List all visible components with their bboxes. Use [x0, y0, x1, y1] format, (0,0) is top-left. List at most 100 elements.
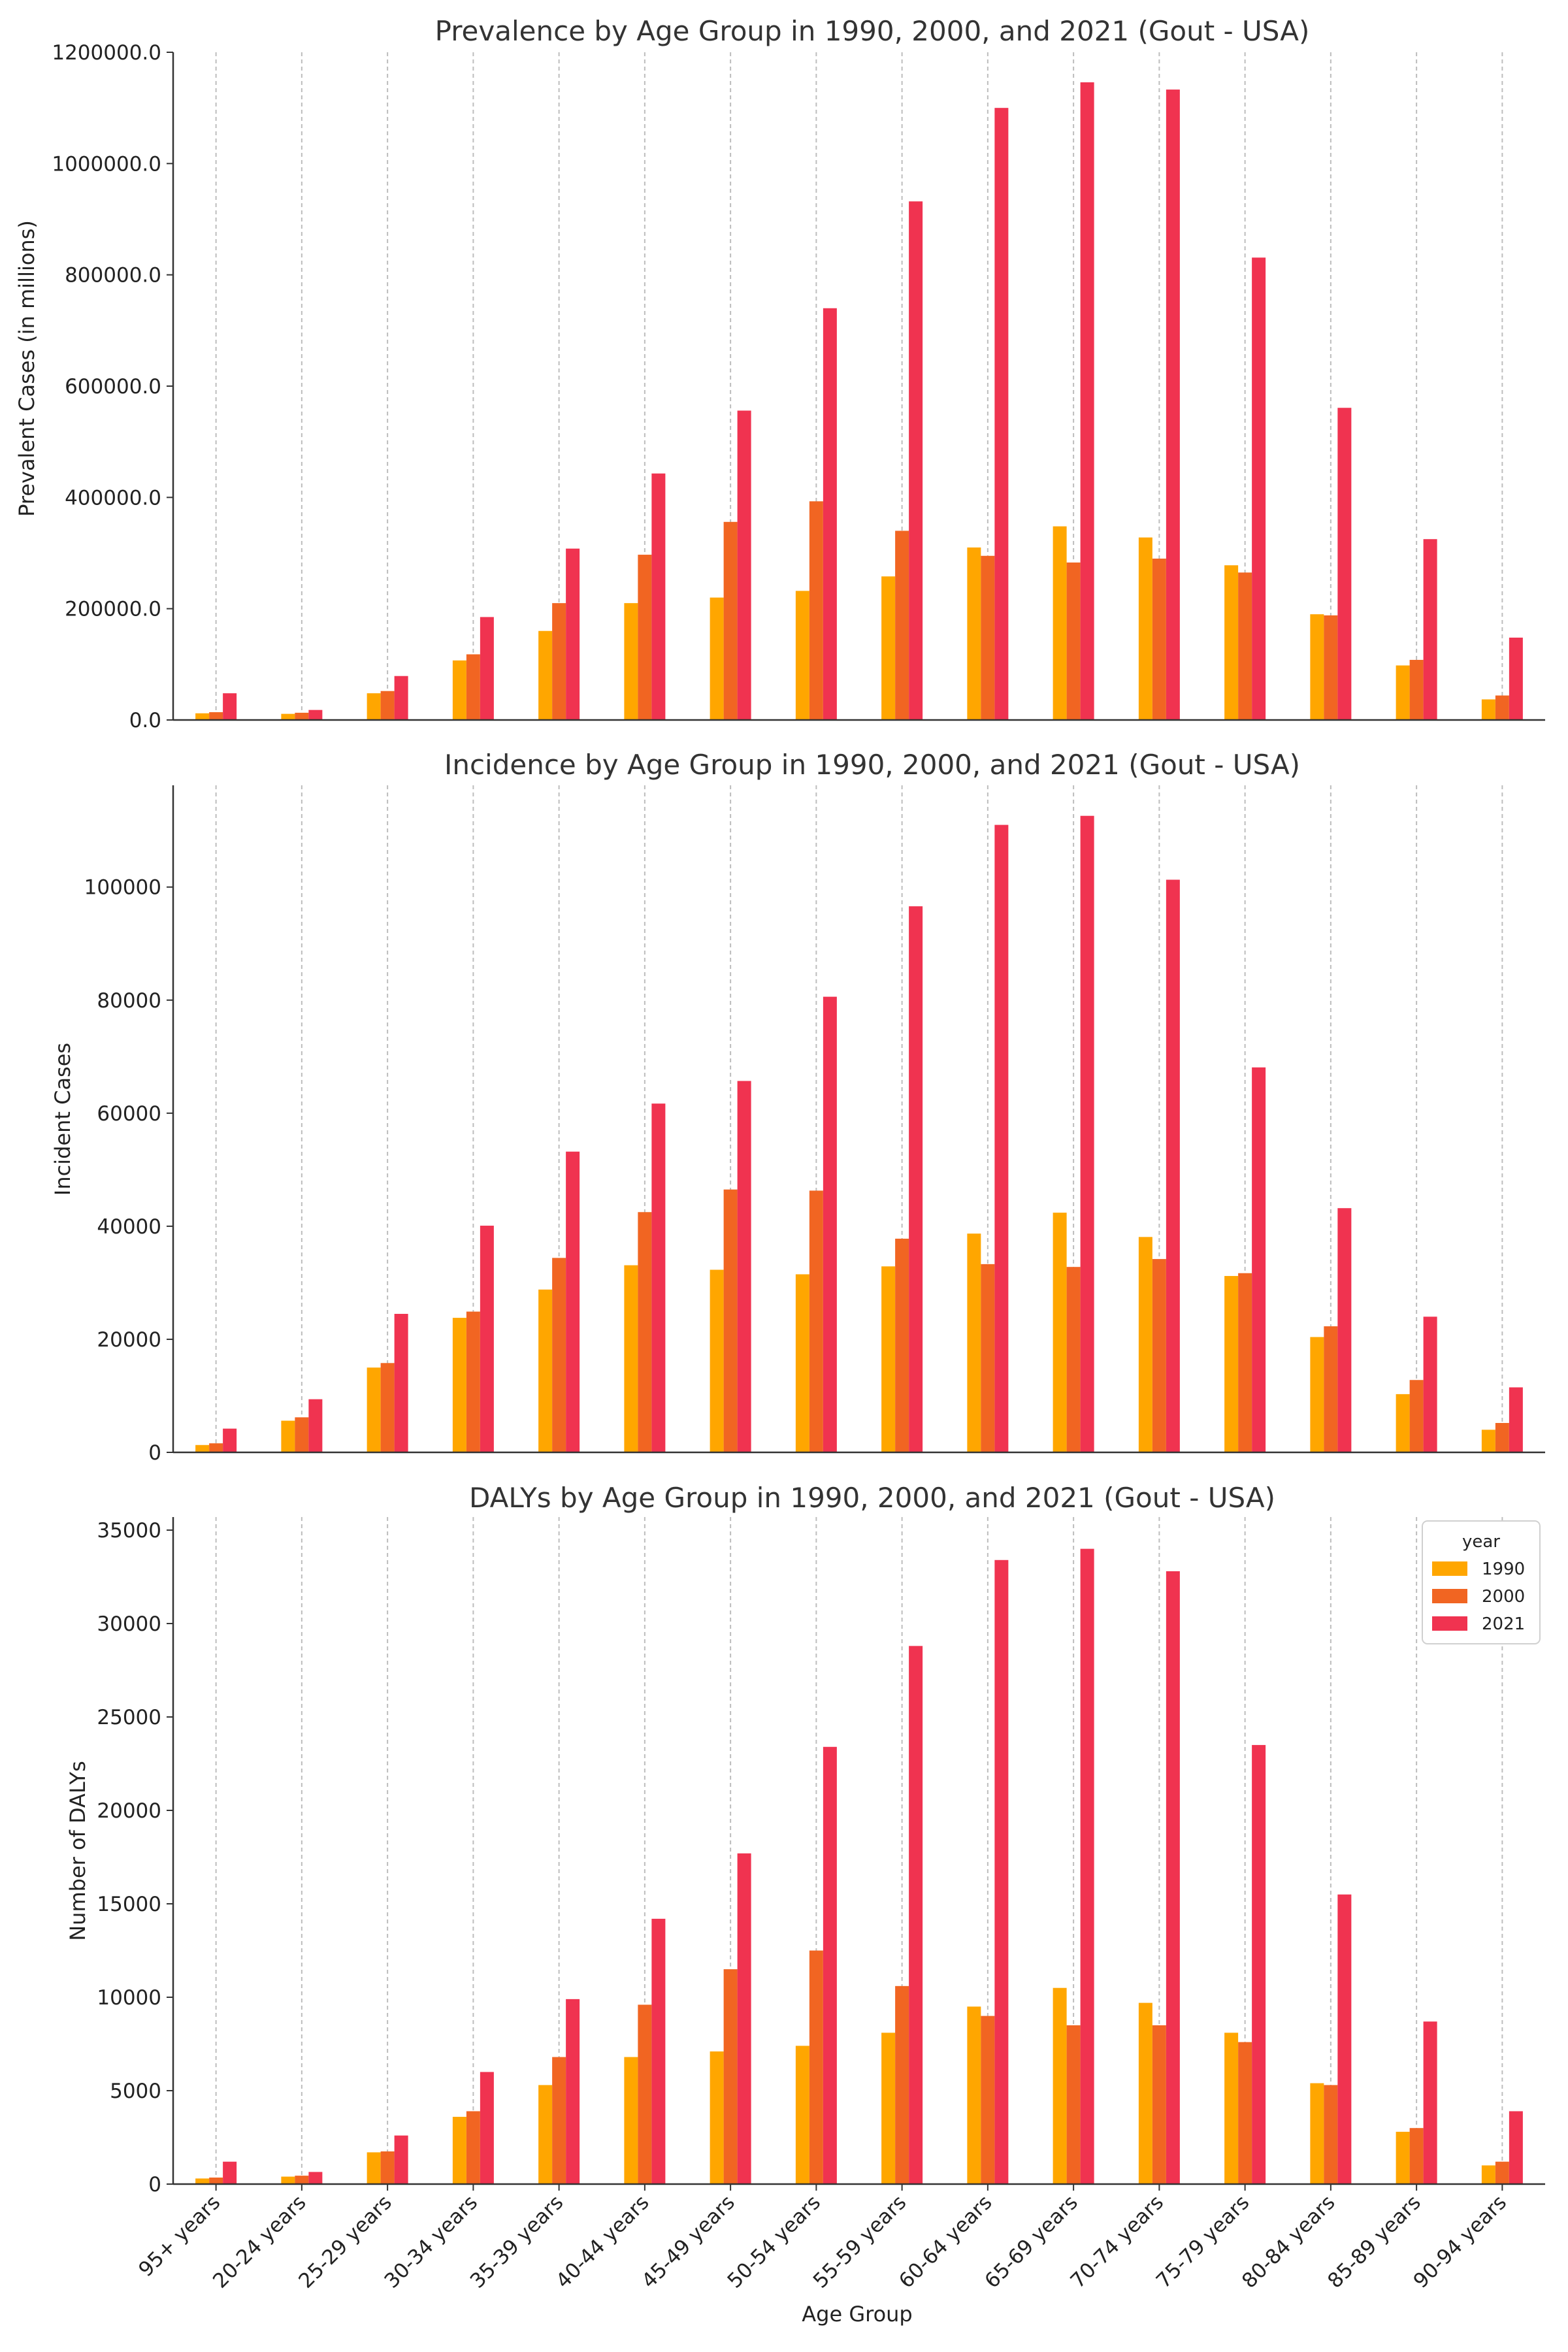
prevalence-y-tick-label: 1000000.0: [52, 152, 161, 176]
incidence-bar-2021-90-94-years: [1509, 1387, 1523, 1452]
legend-label-1990: 1990: [1482, 1560, 1525, 1579]
legend-label-2000: 2000: [1482, 1587, 1525, 1607]
incidence-bar-2000-60-64-years: [981, 1264, 995, 1452]
incidence-bar-2021-80-84-years: [1337, 1208, 1352, 1452]
dalys-bar-2000-45-49-years: [723, 1969, 738, 2184]
prevalence-bar-2021-70-74-years: [1166, 90, 1180, 721]
prevalence-y-tick-label: 400000.0: [65, 486, 161, 510]
legend-swatch-1990: [1432, 1561, 1467, 1576]
incidence-bar-1990-40-44-years: [624, 1265, 638, 1452]
prevalence-bar-2000-65-69-years: [1066, 562, 1081, 720]
prevalence-bar-1990-65-69-years: [1053, 526, 1067, 720]
prevalence-bar-2000-50-54-years: [809, 501, 823, 720]
dalys-bar-2021-65-69-years: [1080, 1548, 1094, 2184]
incidence-bar-2021-30-34-years: [480, 1226, 494, 1452]
prevalence-bar-2021-60-64-years: [994, 108, 1009, 720]
prevalence-y-ticks: 0.0 200000.0 400000.0 600000.0 800000.0 10000…: [52, 41, 173, 732]
incidence-bar-1990-20-24-years: [281, 1420, 295, 1452]
prevalence-bar-2000-60-64-years: [981, 555, 995, 720]
prevalence-bar-1990-90-94-years: [1481, 699, 1495, 720]
incidence-bar-2021-70-74-years: [1166, 879, 1180, 1452]
dalys-bars: [195, 1548, 1523, 2184]
incidence-bar-1990-95plus-years: [195, 1445, 210, 1452]
incidence-bar-2000-80-84-years: [1324, 1326, 1338, 1452]
incidence-bar-1990-30-34-years: [452, 1318, 466, 1452]
dalys-bar-2000-40-44-years: [638, 2004, 652, 2184]
incidence-bar-2000-20-24-years: [295, 1417, 309, 1452]
dalys-bar-2021-90-94-years: [1509, 2111, 1523, 2184]
dalys-y-tick-label: 5000: [110, 2080, 161, 2103]
incidence-bar-1990-85-89-years: [1396, 1394, 1410, 1452]
incidence-bar-2021-85-89-years: [1423, 1316, 1437, 1452]
prevalence-bar-1990-20-24-years: [281, 713, 295, 720]
incidence-bar-2000-45-49-years: [723, 1189, 738, 1452]
prevalence-bar-2021-45-49-years: [737, 410, 751, 720]
prevalence-bar-2000-40-44-years: [638, 555, 652, 720]
incidence-bar-2021-50-54-years: [823, 996, 837, 1452]
incidence-bar-2000-35-39-years: [552, 1258, 566, 1452]
prevalence-bar-1990-25-29-years: [367, 693, 381, 720]
prevalence-bar-2000-45-49-years: [723, 521, 738, 720]
dalys-bar-1990-75-79-years: [1224, 2033, 1239, 2184]
prevalence-bar-1990-30-34-years: [452, 660, 466, 720]
prevalence-bar-2021-25-29-years: [394, 676, 408, 720]
dalys-bar-2021-35-39-years: [566, 1999, 580, 2184]
prevalence-bar-2021-55-59-years: [909, 201, 923, 720]
incidence-axes: [172, 785, 1545, 1454]
dalys-title: DALYs by Age Group in 1990, 2000, and 20…: [469, 1482, 1275, 1514]
incidence-title: Incidence by Age Group in 1990, 2000, an…: [444, 749, 1300, 781]
prevalence-bar-1990-35-39-years: [538, 630, 553, 720]
incidence-bar-1990-80-84-years: [1310, 1337, 1324, 1452]
legend-swatch-2000: [1432, 1589, 1467, 1603]
prevalence-bar-2021-65-69-years: [1080, 82, 1094, 721]
incidence-bar-2000-40-44-years: [638, 1212, 652, 1452]
prevalence-bar-1990-45-49-years: [710, 597, 724, 720]
dalys-bar-1990-95plus-years: [195, 2178, 210, 2184]
prevalence-bars: [195, 82, 1523, 721]
dalys-bar-2000-85-89-years: [1409, 2128, 1424, 2184]
dalys-y-axis-label: Number of DALYs: [65, 1761, 90, 1941]
incidence-bar-1990-25-29-years: [367, 1367, 381, 1452]
dalys-y-ticks: 0 5000 10000 15000 20000 25000 30000 35000: [97, 1519, 173, 2197]
prevalence-bar-2021-90-94-years: [1509, 637, 1523, 720]
prevalence-bar-1990-75-79-years: [1224, 565, 1239, 720]
dalys-y-tick-label: 35000: [97, 1519, 161, 1543]
dalys-bar-2000-60-64-years: [981, 2016, 995, 2184]
prevalence-bar-2000-95plus-years: [209, 712, 223, 720]
dalys-y-tick-label: 0: [148, 2173, 161, 2197]
dalys-bar-2000-35-39-years: [552, 2057, 566, 2184]
incidence-y-tick-label: 20000: [97, 1328, 161, 1352]
dalys-bar-2021-75-79-years: [1252, 1744, 1266, 2184]
incidence-bar-2000-95plus-years: [209, 1443, 223, 1452]
incidence-y-tick-label: 60000: [97, 1102, 161, 1126]
dalys-bar-2021-95plus-years: [223, 2161, 237, 2184]
dalys-bar-1990-45-49-years: [710, 2051, 724, 2184]
incidence-bar-2021-65-69-years: [1080, 815, 1094, 1452]
dalys-bar-1990-65-69-years: [1053, 1987, 1067, 2184]
dalys-bar-1990-55-59-years: [881, 2033, 896, 2184]
dalys-bar-2021-70-74-years: [1166, 1571, 1180, 2184]
dalys-y-tick-label: 10000: [97, 1986, 161, 2010]
incidence-bar-2021-40-44-years: [651, 1103, 666, 1452]
dalys-bar-2021-40-44-years: [651, 1918, 666, 2184]
dalys-bar-2000-25-29-years: [380, 2151, 395, 2184]
legend: year 1990 2000 2021: [1422, 1520, 1541, 1644]
dalys-bar-2000-95plus-years: [209, 2177, 223, 2184]
dalys-bar-1990-30-34-years: [452, 2117, 466, 2184]
prevalence-bar-2021-95plus-years: [223, 693, 237, 720]
dalys-bar-2000-30-34-years: [466, 2111, 480, 2184]
prevalence-bar-2021-80-84-years: [1337, 408, 1352, 720]
incidence-bar-1990-90-94-years: [1481, 1429, 1495, 1452]
dalys-bar-1990-60-64-years: [967, 2006, 981, 2184]
incidence-bar-1990-55-59-years: [881, 1266, 896, 1452]
incidence-bar-2021-60-64-years: [994, 825, 1009, 1452]
incidence-bar-1990-50-54-years: [795, 1274, 809, 1452]
x-axis-label: Age Group: [802, 2302, 912, 2327]
dalys-bar-1990-70-74-years: [1138, 2002, 1152, 2184]
incidence-bar-2000-70-74-years: [1152, 1259, 1166, 1452]
dalys-bar-2021-60-64-years: [994, 1560, 1009, 2184]
incidence-y-ticks: 0 20000 40000 60000 80000 100000: [84, 876, 173, 1465]
dalys-bar-2021-85-89-years: [1423, 2021, 1437, 2184]
incidence-y-tick-label: 40000: [97, 1215, 161, 1239]
